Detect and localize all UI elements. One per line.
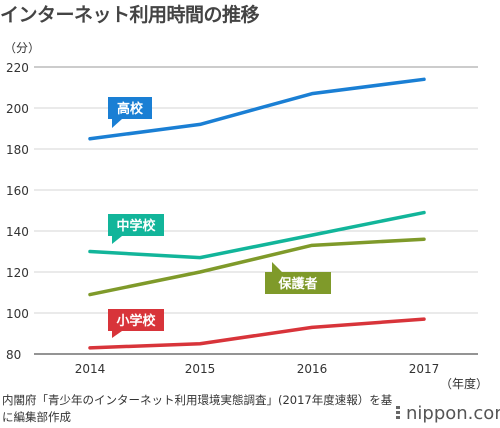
y-tick-label: 140 [6, 225, 29, 239]
x-axis-label: （年度） [440, 376, 488, 391]
source-note: 内閣府「青少年のインターネット利用環境実態調査」(2017年度速報）を基に編集部… [2, 393, 393, 424]
series-line-2 [88, 237, 426, 297]
chart-title: インターネット利用時間の推移 [0, 4, 260, 26]
series-label-pointer [112, 236, 122, 244]
series-label: 中学校 [116, 218, 156, 234]
series-label-box [108, 309, 164, 331]
logo-text: nippon.com [406, 403, 500, 424]
y-tick-label: 160 [6, 184, 29, 198]
series-label-pointer [272, 262, 282, 272]
y-tick-label: 80 [6, 348, 21, 362]
y-axis-label: （分） [4, 41, 40, 55]
series-label-pointer [112, 119, 122, 128]
x-tick-label: 2016 [297, 362, 328, 376]
series-label: 高校 [117, 101, 144, 117]
series-line-0 [88, 77, 426, 141]
series-line-1 [88, 210, 426, 260]
x-tick-label: 2015 [185, 362, 216, 376]
x-tick-label: 2014 [75, 362, 106, 376]
nippon-com-logo: nippon.com [396, 403, 500, 424]
series-label-box [265, 272, 331, 294]
y-tick-label: 100 [6, 307, 29, 321]
series-label-box [108, 97, 152, 119]
y-tick-label: 220 [6, 61, 29, 75]
series-label-box [108, 214, 164, 236]
x-tick-label: 2017 [409, 362, 440, 376]
series-label: 小学校 [116, 313, 156, 329]
y-tick-label: 180 [6, 143, 29, 157]
y-tick-label: 120 [6, 266, 29, 280]
y-tick-label: 200 [6, 102, 29, 116]
series-label-pointer [112, 331, 122, 338]
series-line-3 [88, 317, 426, 350]
logo-mark-icon [396, 404, 402, 422]
series-label: 保護者 [277, 276, 317, 292]
